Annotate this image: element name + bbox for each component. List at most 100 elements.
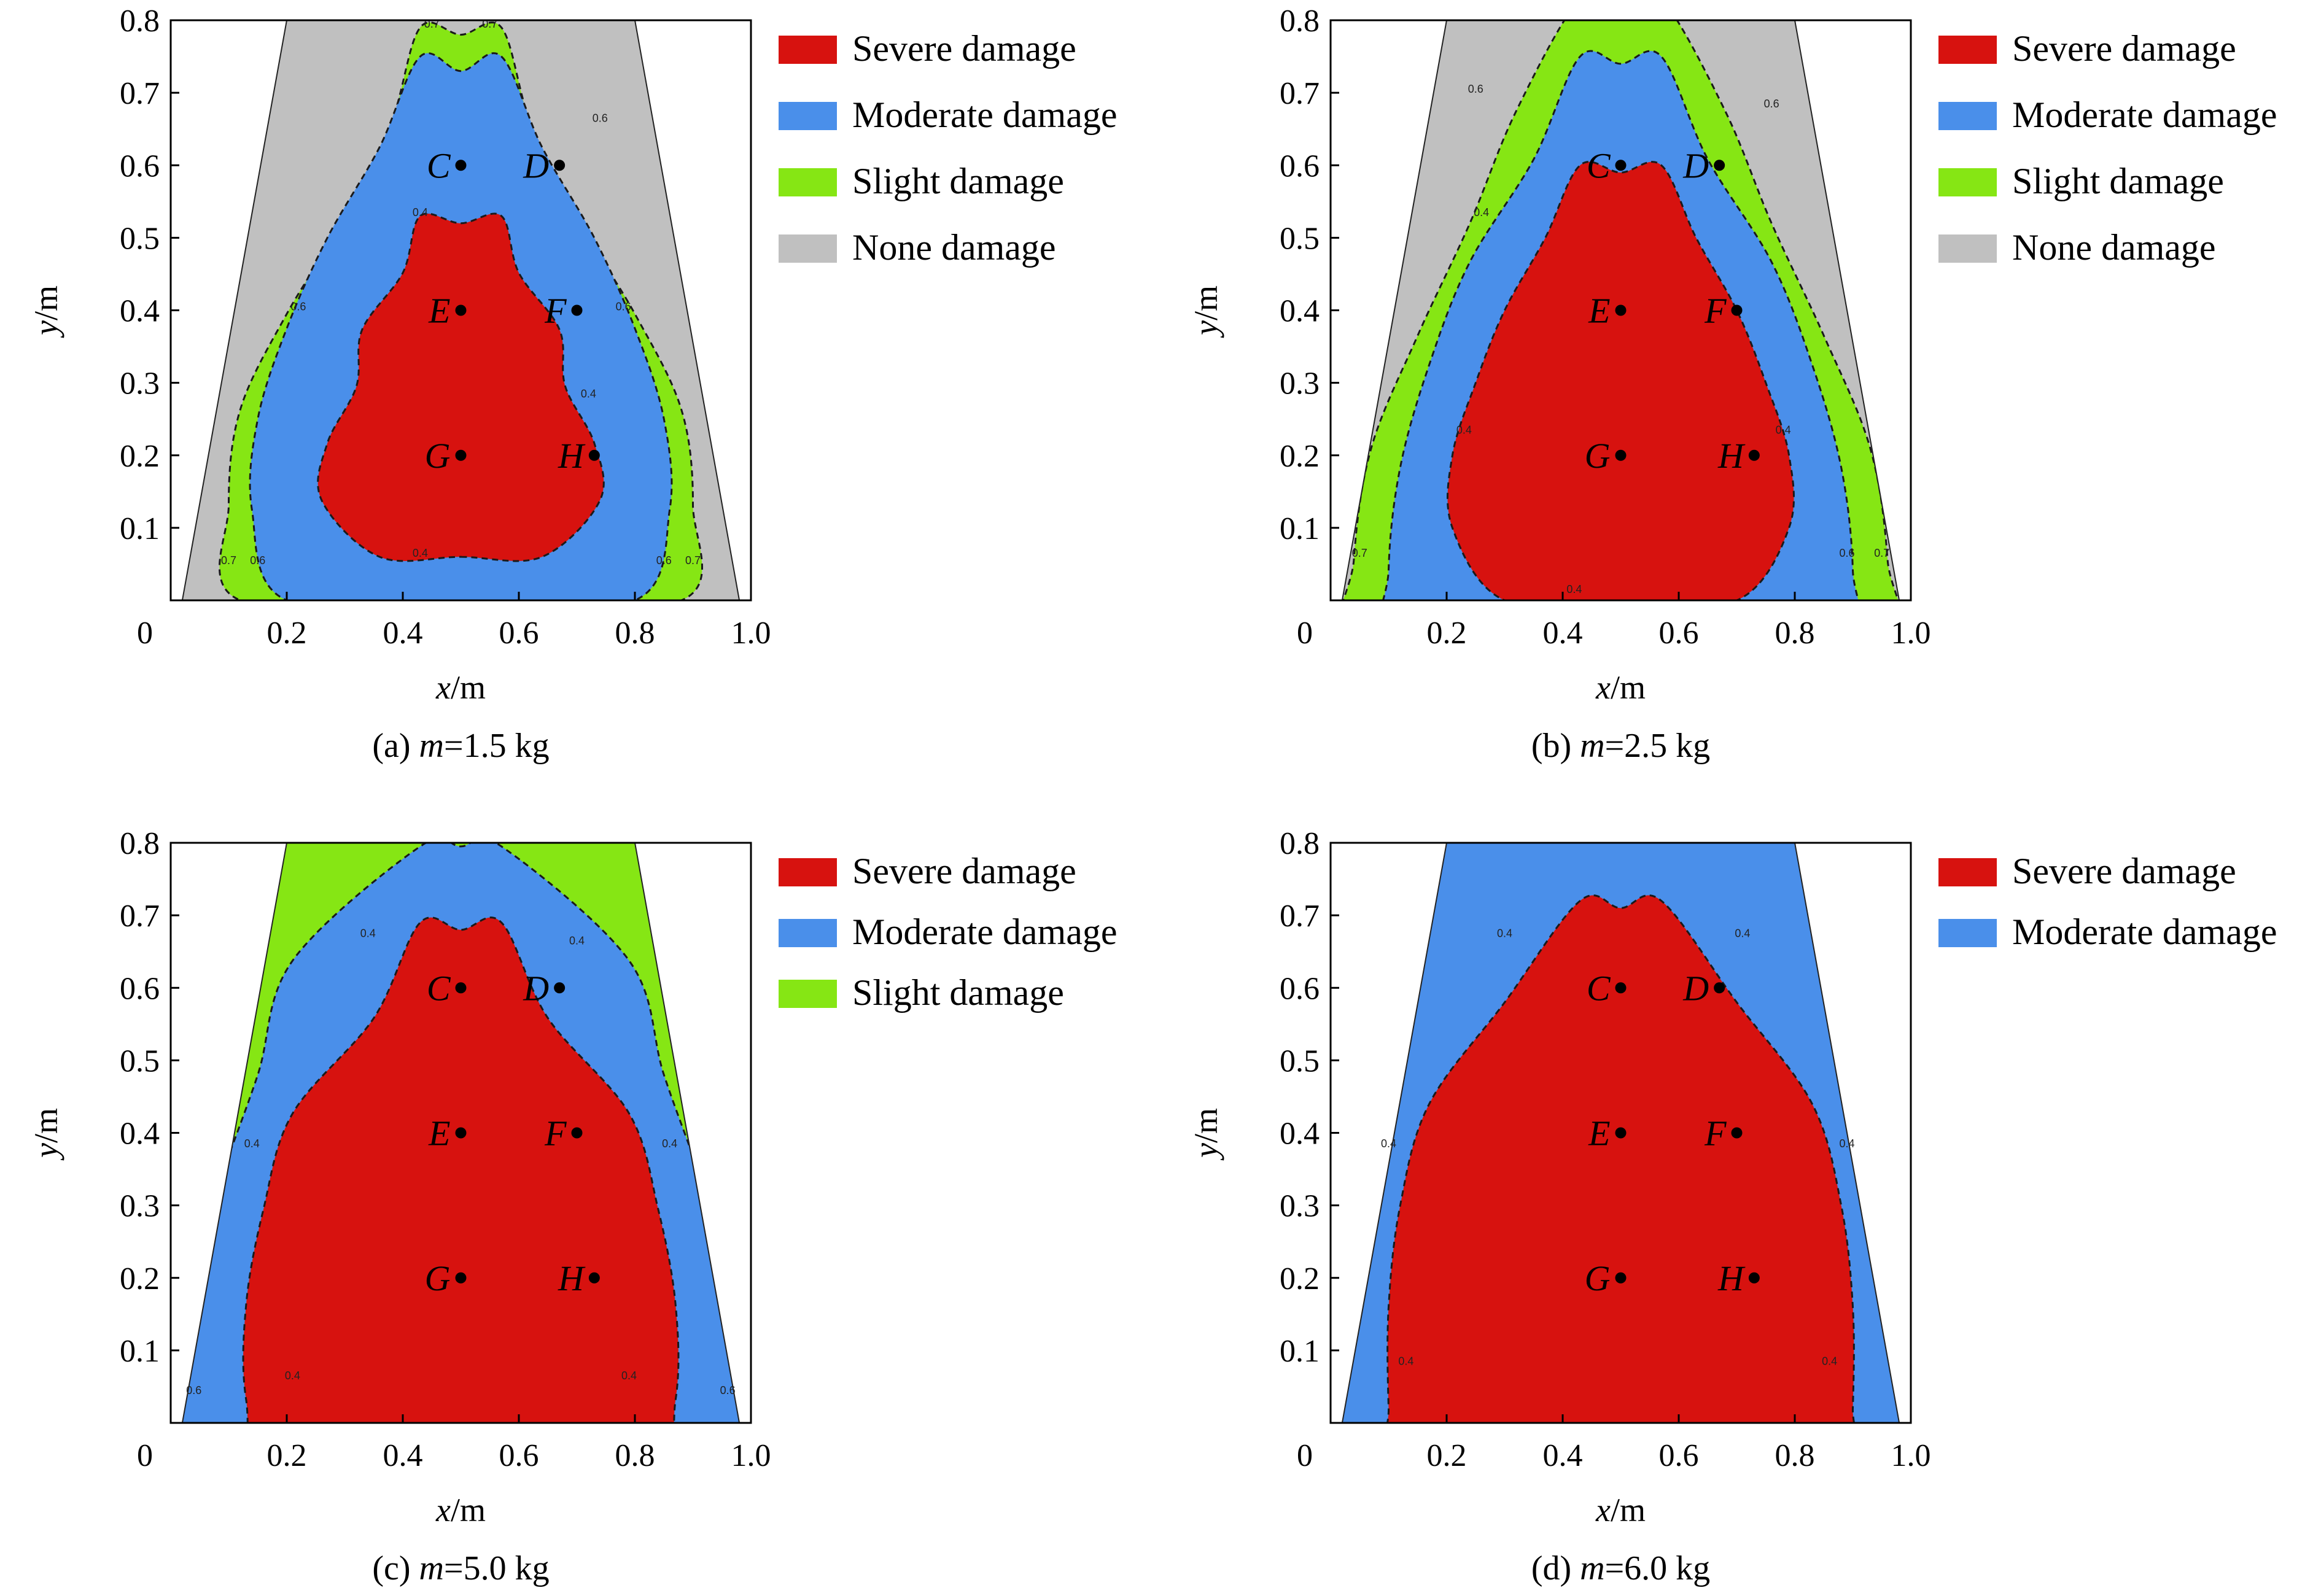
- point-F-label: F: [544, 291, 567, 331]
- point-E-marker: [455, 304, 467, 316]
- y-tick-label: 0.3: [1280, 366, 1320, 401]
- point-E-label: E: [428, 1114, 450, 1153]
- y-tick-label: 0.2: [1280, 1261, 1320, 1296]
- x-tick-label: 1.0: [731, 616, 771, 651]
- point-C-marker: [455, 982, 467, 994]
- point-E-label: E: [1588, 1114, 1610, 1153]
- contour-label: 0.6: [290, 301, 306, 313]
- contour-label: 0.4: [1381, 1137, 1396, 1150]
- point-F-marker: [571, 1127, 583, 1139]
- caption-value: =5.0 kg: [444, 1549, 550, 1587]
- point-H-marker: [588, 1272, 600, 1284]
- point-D-marker: [1714, 160, 1725, 171]
- point-H-label: H: [558, 436, 586, 476]
- legend-label-severe: Severe damage: [2012, 28, 2236, 69]
- x-tick-label: 0.4: [383, 616, 423, 651]
- legend-label-moderate: Moderate damage: [2012, 912, 2277, 952]
- panel-d: 0.4 0.4 0.4 0.4 0.4 0.4 0 0.2 0.4 0.6 0.8 1.0 0.1 0.2…: [1188, 826, 2277, 1587]
- y-axis-var: y: [1188, 320, 1224, 338]
- caption-var: m: [419, 727, 444, 765]
- x-tick-label: 1.0: [1891, 616, 1931, 651]
- legend-label-severe: Severe damage: [852, 851, 1076, 891]
- point-D-marker: [1714, 982, 1725, 994]
- point-D-marker: [554, 982, 566, 994]
- legend-label-none: None damage: [2012, 227, 2216, 268]
- x-axis-var: x: [1595, 669, 1611, 706]
- y-axis-label: y/m: [1188, 1108, 1224, 1161]
- contour-label: 0.4: [1735, 928, 1750, 940]
- y-tick-label: 0.1: [1280, 1334, 1320, 1369]
- legend-swatch-none: [1938, 234, 1997, 263]
- contour-label: 0.4: [285, 1369, 300, 1382]
- y-axis-label: y/m: [1188, 285, 1224, 338]
- x-tick-label: 0.6: [1659, 1438, 1699, 1473]
- contour-label: 0.6: [1840, 547, 1855, 559]
- caption-prefix: (b): [1531, 727, 1580, 765]
- x-tick-label: 0.2: [267, 616, 307, 651]
- trapezoid-boundary: [1341, 20, 1900, 600]
- caption-var: m: [1580, 727, 1604, 765]
- point-E-marker: [1615, 304, 1627, 316]
- point-F-marker: [571, 304, 583, 316]
- legend-label-slight: Slight damage: [852, 161, 1064, 201]
- contour-label: 0.4: [662, 1137, 677, 1150]
- legend-label-slight: Slight damage: [2012, 161, 2224, 201]
- point-H-label: H: [1717, 1258, 1746, 1298]
- point-F-marker: [1731, 1127, 1743, 1139]
- x-tick-label: 0.4: [1543, 616, 1583, 651]
- x-axis-label: x/m: [435, 669, 486, 706]
- legend-swatch-moderate: [779, 102, 837, 130]
- x-tick-label: 0.8: [615, 616, 655, 651]
- y-tick-label: 0.2: [1280, 439, 1320, 474]
- point-C-label: C: [1587, 145, 1611, 185]
- y-tick-label: 0.7: [120, 76, 160, 111]
- panel-caption: (d) m=6.0 kg: [1531, 1549, 1710, 1587]
- panel-caption: (c) m=5.0 kg: [372, 1549, 549, 1587]
- contour-label: 0.4: [413, 547, 428, 559]
- legend-label-severe: Severe damage: [852, 28, 1076, 69]
- y-axis-var: y: [28, 320, 64, 338]
- x-tick-label: 1.0: [731, 1438, 771, 1473]
- caption-value: =2.5 kg: [1605, 727, 1711, 765]
- x-tick-label: 0.2: [267, 1438, 307, 1473]
- caption-var: m: [419, 1549, 444, 1587]
- region-severe: [1375, 894, 1867, 1423]
- y-axis-unit: /m: [28, 285, 64, 320]
- trapezoid-boundary: [181, 20, 741, 600]
- trapezoid-boundary: [1341, 843, 1900, 1423]
- y-tick-label: 0.5: [120, 221, 160, 256]
- panel-a: 0.7 0.7 0.6 0.6 0.6 0.4 0.4 0.4 0.7 0.6 0.6 0.7 0 0.2…: [28, 4, 1117, 765]
- contour-label: 0.6: [656, 554, 672, 567]
- legend-label-moderate: Moderate damage: [2012, 95, 2277, 135]
- y-axis-var: y: [28, 1143, 64, 1161]
- legend-swatch-severe: [779, 858, 837, 886]
- x-tick-label: 0: [1297, 1438, 1313, 1473]
- contour-label: 0.4: [581, 387, 596, 400]
- y-tick-label: 0.7: [120, 899, 160, 934]
- contour-label: 0.4: [569, 934, 585, 947]
- point-G-marker: [455, 1272, 467, 1284]
- y-tick-label: 0.5: [120, 1044, 160, 1079]
- contour-label: 0.6: [593, 112, 608, 124]
- legend-label-none: None damage: [852, 227, 1056, 268]
- x-axis-var: x: [1595, 1492, 1611, 1528]
- x-tick-label: 0.4: [383, 1438, 423, 1473]
- point-C-label: C: [1587, 968, 1611, 1008]
- legend-swatch-moderate: [1938, 919, 1997, 947]
- y-tick-label: 0.5: [1280, 1044, 1320, 1079]
- x-tick-label: 0.2: [1427, 616, 1467, 651]
- x-tick-label: 0.8: [1775, 1438, 1815, 1473]
- x-tick-label: 0.4: [1543, 1438, 1583, 1473]
- point-E-marker: [1615, 1127, 1627, 1139]
- caption-var: m: [1580, 1549, 1604, 1587]
- contour-label: 0.6: [720, 1384, 736, 1396]
- contour-label: 0.4: [1840, 1137, 1855, 1150]
- y-tick-label: 0.1: [1280, 511, 1320, 546]
- y-axis-unit: /m: [1188, 285, 1224, 320]
- x-axis-var: x: [435, 1492, 451, 1528]
- contour-label: 0.6: [1468, 83, 1483, 95]
- x-tick-label: 0: [137, 1438, 153, 1473]
- x-tick-label: 0.6: [499, 616, 539, 651]
- contour-label: 0.4: [360, 928, 376, 940]
